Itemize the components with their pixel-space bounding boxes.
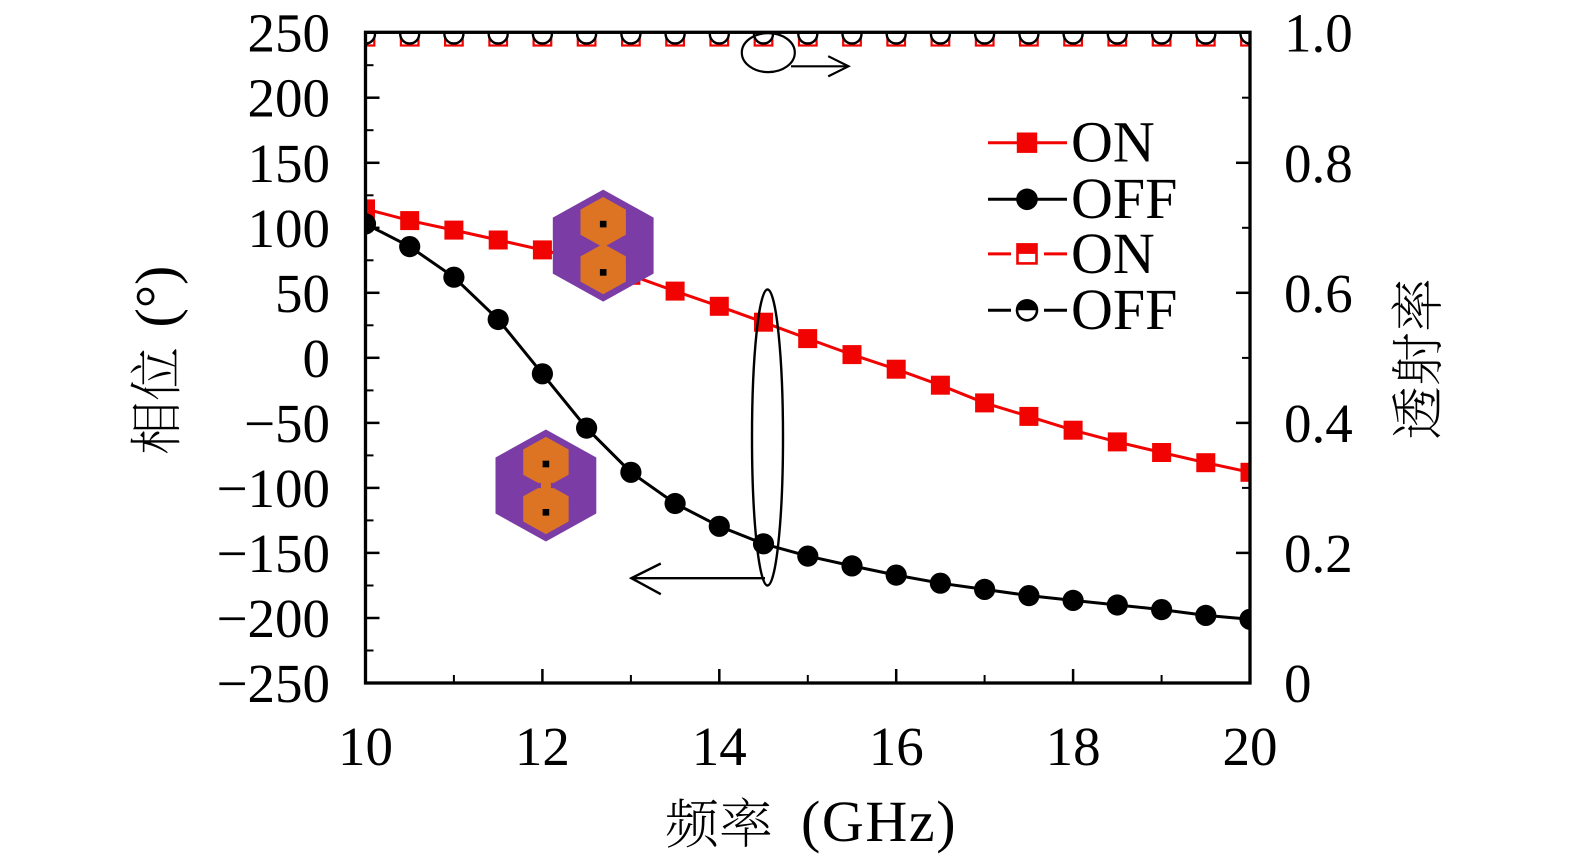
svg-text:−200: −200 — [216, 588, 330, 649]
svg-text:250: 250 — [248, 3, 331, 64]
svg-text:(GHz): (GHz) — [801, 789, 957, 854]
svg-text:ON: ON — [1071, 221, 1155, 286]
svg-text:16: 16 — [869, 716, 924, 777]
svg-text:ON: ON — [1071, 110, 1155, 175]
svg-text:1.0: 1.0 — [1284, 3, 1353, 64]
svg-text:0.2: 0.2 — [1284, 523, 1353, 584]
svg-text:(°): (°) — [124, 266, 189, 328]
svg-text:−50: −50 — [244, 393, 330, 454]
svg-text:0.4: 0.4 — [1284, 393, 1353, 454]
svg-text:20: 20 — [1223, 716, 1278, 777]
svg-text:100: 100 — [248, 198, 331, 259]
svg-text:OFF: OFF — [1071, 166, 1177, 231]
svg-text:18: 18 — [1046, 716, 1101, 777]
svg-text:14: 14 — [692, 716, 747, 777]
svg-text:0.8: 0.8 — [1284, 133, 1353, 194]
svg-text:150: 150 — [248, 133, 331, 194]
svg-text:0: 0 — [303, 328, 331, 389]
svg-text:12: 12 — [515, 716, 570, 777]
svg-text:0: 0 — [1284, 653, 1312, 714]
svg-text:OFF: OFF — [1071, 277, 1177, 342]
svg-text:200: 200 — [248, 68, 331, 129]
svg-text:50: 50 — [275, 263, 330, 324]
svg-text:−100: −100 — [216, 458, 330, 519]
svg-text:−150: −150 — [216, 523, 330, 584]
svg-text:10: 10 — [338, 716, 393, 777]
svg-text:0.6: 0.6 — [1284, 263, 1353, 324]
svg-text:−250: −250 — [216, 653, 330, 714]
